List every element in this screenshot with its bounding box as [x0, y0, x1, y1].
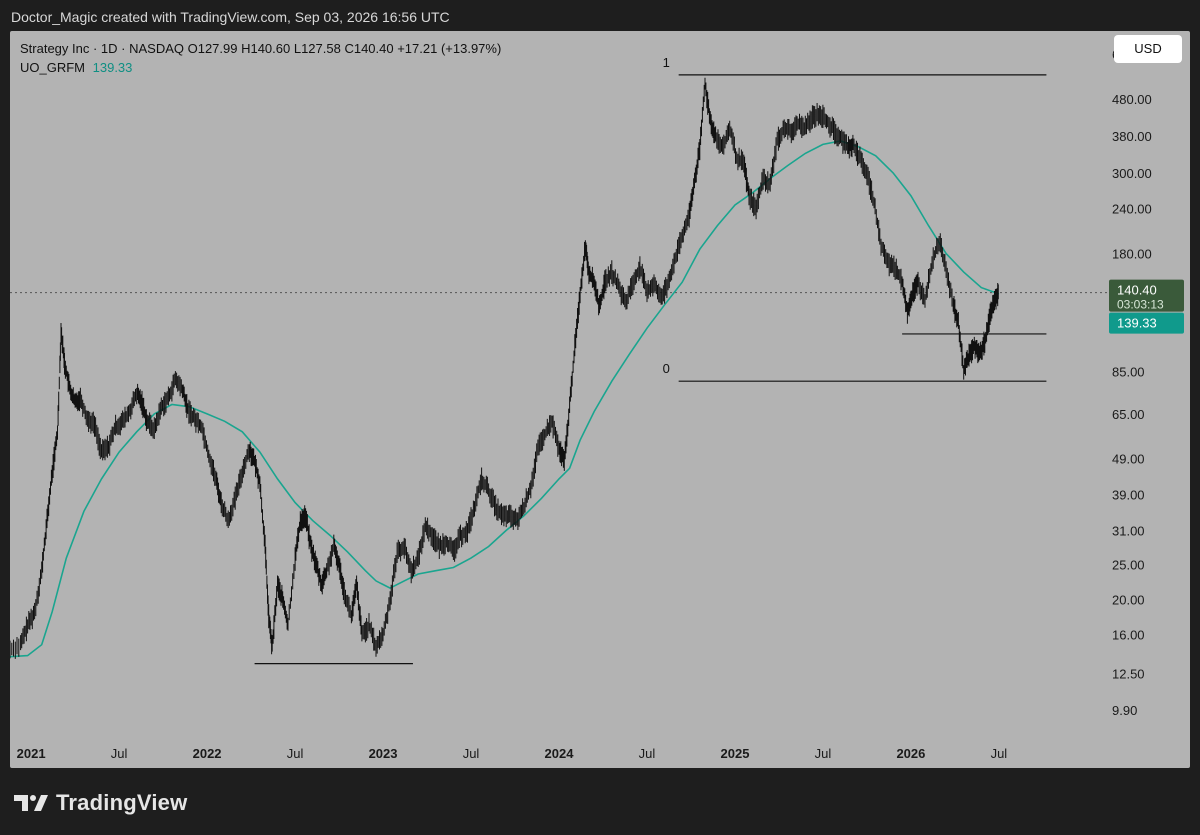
x-tick-label: 2021 — [17, 746, 46, 761]
tradingview-logo-icon — [14, 795, 48, 811]
y-tick-label: 380.00 — [1112, 129, 1152, 144]
y-tick-label: 85.00 — [1112, 365, 1145, 380]
y-tick-label: 240.00 — [1112, 201, 1152, 216]
chart-panel[interactable]: 640.00480.00380.00300.00240.00180.00140.… — [10, 31, 1190, 768]
price-chart[interactable]: 640.00480.00380.00300.00240.00180.00140.… — [10, 31, 1190, 768]
attribution-bar: Doctor_Magic created with TradingView.co… — [0, 0, 1200, 31]
y-tick-label: 180.00 — [1112, 247, 1152, 262]
x-tick-label: Jul — [463, 746, 480, 761]
level-label: 1 — [663, 55, 670, 70]
indicator-value: 139.33 — [92, 60, 133, 75]
last-price-label: 140.40 — [1117, 283, 1157, 298]
bar-countdown: 03:03:13 — [1117, 298, 1164, 312]
footer-branding: TradingView — [14, 788, 187, 818]
x-tick-label: 2023 — [369, 746, 398, 761]
x-tick-label: Jul — [287, 746, 304, 761]
symbol-info: Strategy Inc · 1D · NASDAQ O127.99 H140.… — [20, 41, 502, 56]
y-tick-label: 49.00 — [1112, 451, 1145, 466]
x-tick-label: Jul — [639, 746, 656, 761]
y-tick-label: 480.00 — [1112, 92, 1152, 107]
brand-name: TradingView — [56, 790, 188, 815]
indicator-name: UO_GRFM — [20, 60, 85, 75]
indicator-info: UO_GRFM 139.33 — [20, 58, 501, 77]
currency-button[interactable]: USD — [1114, 35, 1182, 63]
moving-average-line — [10, 140, 1000, 658]
price-bars — [10, 77, 999, 659]
y-tick-label: 9.90 — [1112, 703, 1137, 718]
x-tick-label: 2026 — [896, 746, 925, 761]
y-tick-label: 39.00 — [1112, 487, 1145, 502]
y-tick-label: 65.00 — [1112, 407, 1145, 422]
y-tick-label: 25.00 — [1112, 557, 1145, 572]
x-tick-label: Jul — [111, 746, 128, 761]
y-tick-label: 12.50 — [1112, 666, 1145, 681]
last-price-badge — [1109, 279, 1184, 312]
y-tick-label: 31.00 — [1112, 523, 1145, 538]
level-label: 0 — [663, 361, 670, 376]
chart-legend: Strategy Inc · 1D · NASDAQ O127.99 H140.… — [20, 39, 501, 77]
x-tick-label: Jul — [815, 746, 832, 761]
x-tick-label: 2024 — [545, 746, 575, 761]
ma-value-label: 139.33 — [1117, 316, 1157, 331]
x-tick-label: 2022 — [193, 746, 222, 761]
ma-value-badge — [1109, 312, 1184, 334]
y-tick-label: 300.00 — [1112, 166, 1152, 181]
x-tick-label: 2025 — [721, 746, 750, 761]
y-tick-label: 16.00 — [1112, 628, 1145, 643]
x-tick-label: Jul — [991, 746, 1008, 761]
attribution-text: Doctor_Magic created with TradingView.co… — [11, 9, 450, 25]
y-tick-label: 20.00 — [1112, 592, 1145, 607]
